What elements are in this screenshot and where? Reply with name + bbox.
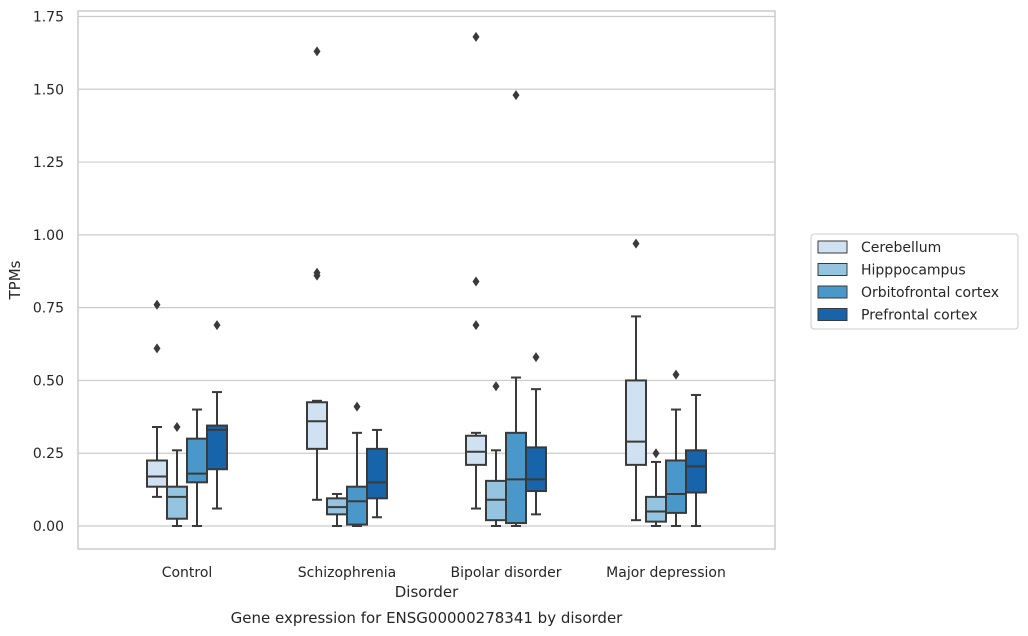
outlier-point [313, 46, 321, 57]
y-tick-label: 0.50 [33, 373, 64, 389]
outlier-point [492, 381, 500, 392]
outlier-point [652, 448, 660, 459]
box-prefrontal-cortex [525, 352, 547, 516]
outlier-point [632, 238, 640, 249]
outlier-point [353, 401, 361, 412]
box-cerebellum [306, 46, 328, 501]
x-tick-label: Schizophrenia [298, 565, 396, 581]
box-iqr [665, 459, 687, 514]
box-orbitofrontal-cortex [505, 90, 527, 527]
outlier-point [672, 369, 680, 380]
outlier-point [472, 31, 480, 42]
x-axis-label: Disorder [395, 583, 459, 601]
box-hipppocampus [166, 422, 188, 527]
box-iqr [206, 424, 228, 471]
legend: Cerebellum Hipppocampus Orbitofrontal cort… [810, 233, 1019, 330]
y-tick-label: 0.75 [33, 301, 64, 317]
outlier-point [153, 343, 161, 354]
box-cerebellum [146, 299, 168, 498]
box-iqr [685, 449, 707, 494]
box-cerebellum [625, 238, 647, 522]
y-tick-label: 1.50 [33, 82, 64, 98]
outlier-point [472, 276, 480, 287]
x-tick-label: Bipolar disorder [450, 565, 561, 581]
y-tick-label: 0.25 [33, 446, 64, 462]
box-iqr [166, 485, 188, 520]
outlier-point [313, 267, 321, 278]
x-tick-label: Major depression [606, 565, 726, 581]
legend-label: Prefrontal cortex [861, 308, 978, 324]
legend-swatch [817, 308, 848, 321]
box-iqr [625, 379, 647, 466]
box-orbitofrontal-cortex [186, 408, 208, 527]
box-iqr [465, 434, 487, 466]
y-axis-label: TPMs [6, 260, 24, 300]
box-series [146, 31, 707, 527]
legend-label: Cerebellum [861, 240, 941, 256]
outlier-point [472, 320, 480, 331]
box-prefrontal-cortex [206, 320, 228, 510]
y-tick-labels: 0.00 0.25 0.50 0.75 1.00 1.25 1.50 1.75 [33, 10, 64, 536]
box-iqr [645, 495, 667, 523]
outlier-point [173, 422, 181, 433]
box-iqr [186, 437, 208, 484]
box-orbitofrontal-cortex [665, 369, 687, 527]
box-orbitofrontal-cortex [346, 401, 368, 527]
y-tick-label: 1.75 [33, 10, 64, 26]
legend-swatch [817, 263, 848, 276]
plot-frame [77, 10, 776, 550]
box-iqr [366, 447, 388, 500]
box-iqr [306, 401, 328, 450]
box-cerebellum [465, 31, 487, 510]
legend-frame [810, 233, 1019, 330]
y-tick-label: 1.25 [33, 155, 64, 171]
box-prefrontal-cortex [366, 428, 388, 519]
y-tick-label: 1.00 [33, 228, 64, 244]
x-tick-labels: Control Schizophrenia Bipolar disorder Majo… [162, 565, 726, 581]
outlier-point [532, 352, 540, 363]
legend-label: Orbitofrontal cortex [861, 285, 999, 301]
y-tick-label: 0.00 [33, 519, 64, 535]
box-iqr [146, 459, 168, 488]
box-iqr [346, 485, 368, 526]
outlier-point [153, 299, 161, 310]
x-tick-label: Control [162, 565, 213, 581]
outlier-point [512, 90, 520, 101]
legend-label: Hipppocampus [861, 263, 966, 279]
outlier-point [213, 320, 221, 331]
legend-swatch [817, 285, 848, 299]
legend-swatch [817, 240, 848, 254]
box-hipppocampus [645, 448, 667, 527]
box-iqr [505, 431, 527, 525]
box-prefrontal-cortex [685, 393, 707, 527]
box-iqr [525, 446, 547, 493]
chart-title: Gene expression for ENSG00000278341 by d… [231, 609, 624, 627]
